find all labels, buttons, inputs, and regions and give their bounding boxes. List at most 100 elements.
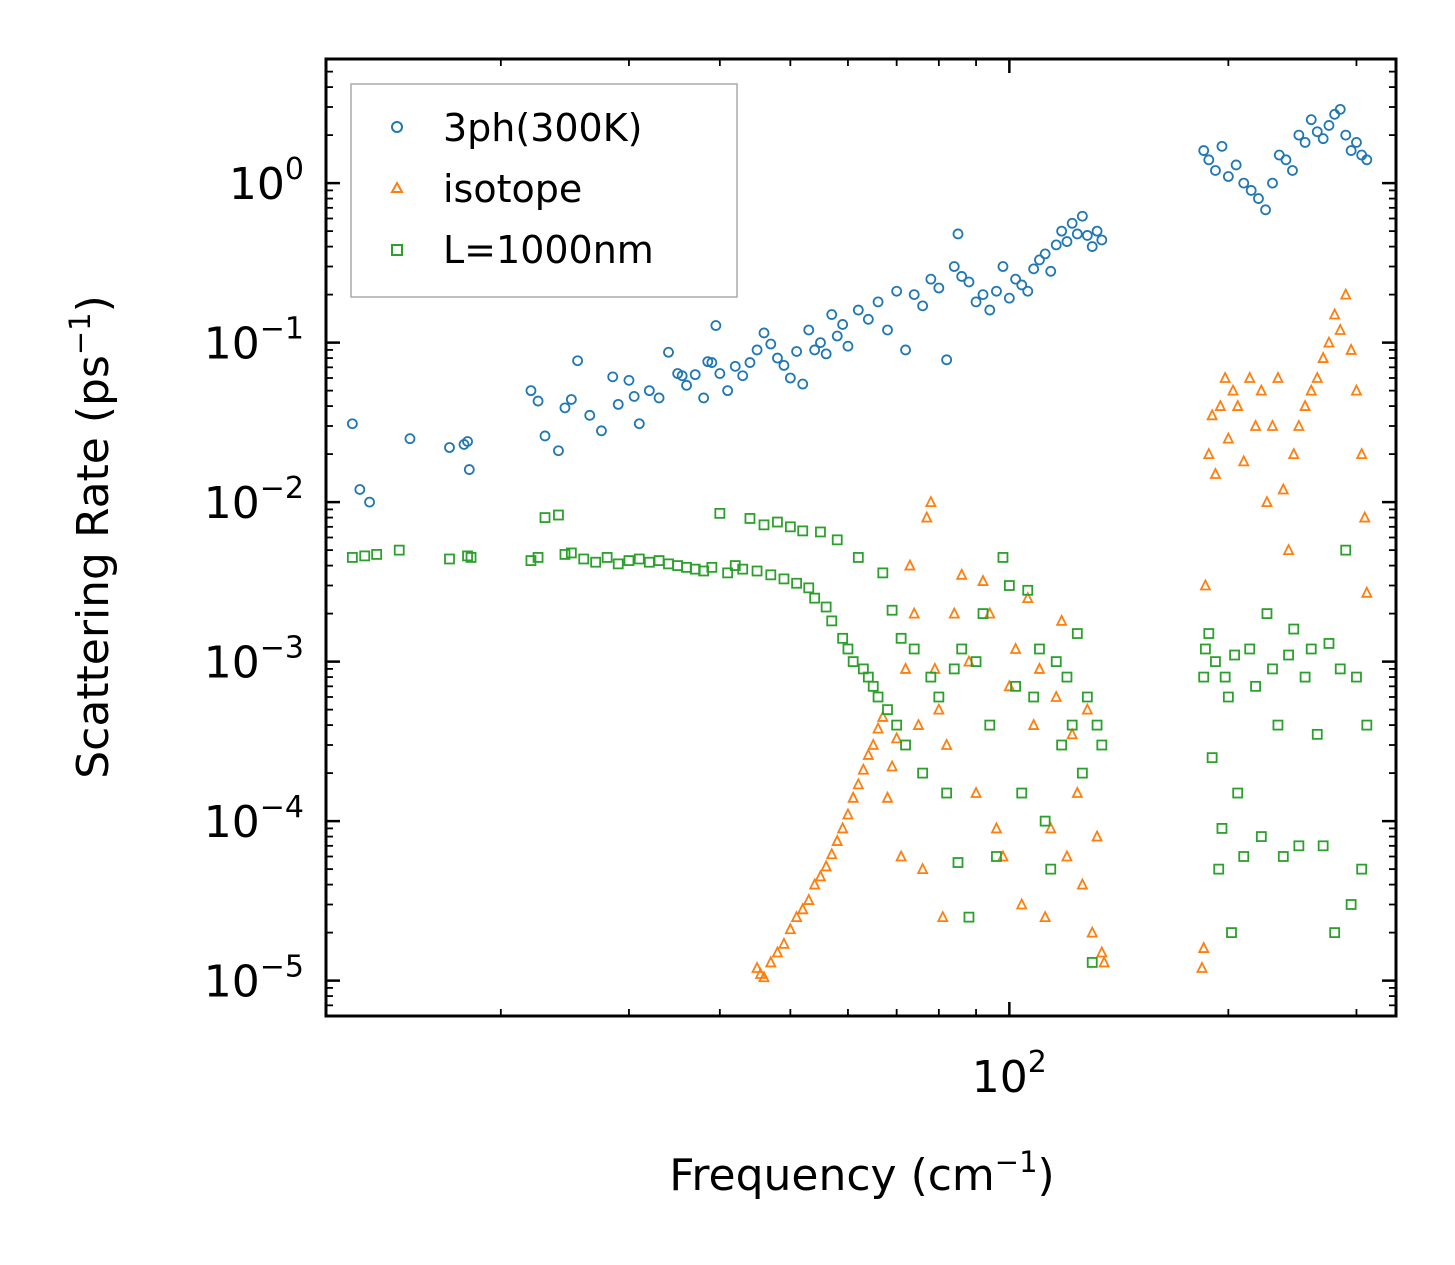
data-point [784, 922, 797, 935]
data-point [1261, 495, 1273, 508]
data-point [862, 313, 874, 325]
data-point [1096, 739, 1108, 751]
data-point [1016, 279, 1028, 291]
data-point [565, 547, 577, 559]
data-point [1250, 680, 1261, 692]
data-point [1267, 177, 1278, 189]
data-point [612, 398, 624, 410]
data-point [778, 359, 790, 371]
data-point [737, 370, 749, 382]
data-point [1356, 863, 1368, 875]
data-point [1039, 910, 1052, 923]
legend: 3ph(300K) isotope L=1000nm [350, 83, 738, 298]
legend-box [350, 83, 738, 298]
data-point [808, 877, 821, 890]
data-point [1288, 623, 1300, 635]
data-point [1066, 727, 1079, 740]
data-point [852, 552, 864, 563]
data-point [1243, 370, 1256, 383]
data-point [933, 691, 945, 703]
plot-frame [324, 57, 1398, 1018]
data-point [963, 276, 975, 288]
data-point [1355, 447, 1368, 460]
legend-label-isotope: isotope [443, 167, 582, 211]
data-point [1305, 114, 1317, 126]
data-point [1222, 691, 1234, 703]
data-point [1050, 689, 1063, 702]
data-point [952, 857, 964, 868]
data-point [778, 573, 790, 585]
data-point [1299, 136, 1311, 148]
data-point [881, 790, 894, 803]
data-point [393, 544, 405, 556]
data-point [1010, 680, 1022, 692]
data-point [908, 643, 920, 655]
data-point [765, 338, 777, 350]
data-point [970, 656, 982, 668]
data-point [1230, 159, 1242, 171]
data-point [663, 346, 674, 358]
data-point [1226, 927, 1237, 939]
data-point [803, 582, 815, 594]
data-point [940, 738, 953, 750]
data-point [444, 442, 455, 453]
data-point [354, 484, 366, 495]
data-point [462, 550, 473, 562]
data-point [933, 282, 945, 294]
data-point [857, 762, 870, 775]
data-point [1061, 236, 1073, 247]
data-point [722, 385, 734, 397]
data-point [876, 709, 889, 722]
data-point [1055, 613, 1068, 626]
y-tick-label: 10−1 [204, 312, 304, 370]
y-tick-label: 10−4 [204, 790, 304, 848]
data-point [952, 228, 964, 240]
data-point [917, 767, 929, 779]
data-point [633, 418, 645, 430]
data-point [525, 555, 537, 566]
data-point [991, 851, 1002, 862]
data-point [948, 261, 960, 272]
data-point [1028, 263, 1040, 275]
data-point [1091, 829, 1104, 842]
data-point [1081, 230, 1093, 241]
data-point [826, 615, 838, 627]
data-point [758, 327, 770, 339]
data-point [1071, 628, 1083, 639]
data-point [820, 859, 833, 872]
data-point [841, 807, 854, 820]
data-point [1232, 787, 1244, 799]
data-point [601, 552, 613, 563]
data-point [698, 392, 710, 404]
data-point [1345, 342, 1358, 355]
data-point [1329, 927, 1341, 939]
data-point [722, 567, 734, 579]
data-point [796, 902, 809, 915]
data-point [814, 869, 827, 882]
data-point [689, 369, 701, 381]
data-point [1358, 510, 1371, 523]
data-point [359, 550, 371, 562]
data-point [791, 346, 803, 357]
data-point [1231, 399, 1244, 411]
data-point [1066, 719, 1078, 731]
data-point [772, 516, 783, 528]
data-point [815, 526, 826, 538]
data-point [820, 601, 832, 613]
data-point [831, 330, 843, 342]
data-point [1345, 899, 1357, 910]
data-point [1287, 165, 1298, 176]
data-point [1277, 851, 1289, 862]
data-point [1334, 103, 1346, 115]
data-point [784, 521, 796, 533]
data-point [596, 425, 607, 437]
data-point [633, 553, 645, 565]
data-point [890, 731, 903, 744]
data-point [1034, 643, 1045, 655]
data-point [1091, 225, 1103, 237]
data-point [1210, 656, 1221, 668]
series-1 [751, 287, 1373, 983]
data-point [559, 549, 571, 560]
data-point [1255, 383, 1268, 396]
